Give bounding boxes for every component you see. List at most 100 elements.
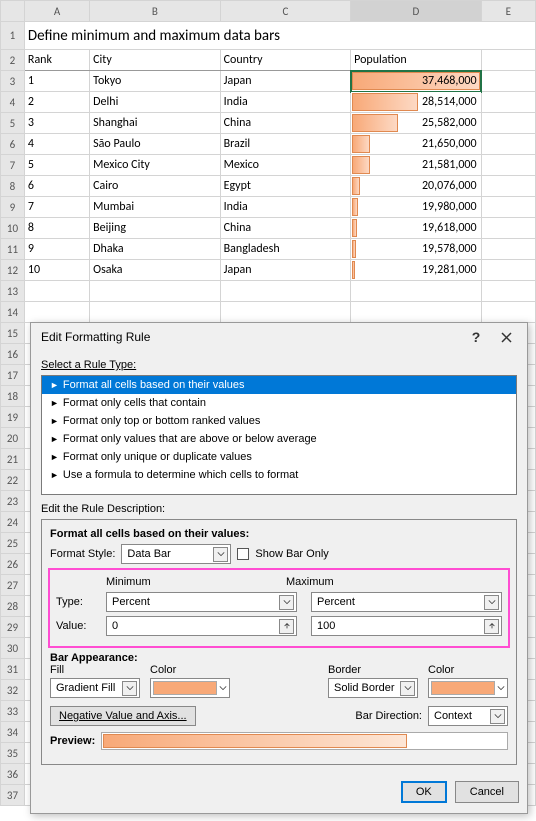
column-header[interactable]: D: [351, 1, 481, 22]
cell-population[interactable]: 25,582,000: [351, 113, 481, 134]
row-header[interactable]: 9: [1, 197, 25, 218]
cell-city[interactable]: Cairo: [90, 176, 220, 197]
header-rank[interactable]: Rank: [24, 50, 89, 71]
cell-country[interactable]: Bangladesh: [220, 239, 350, 260]
row-header[interactable]: 23: [1, 491, 25, 512]
cell-population[interactable]: 19,618,000: [351, 218, 481, 239]
ok-button[interactable]: OK: [401, 781, 447, 803]
row-header[interactable]: 24: [1, 512, 25, 533]
close-button[interactable]: [491, 325, 521, 349]
rule-type-list[interactable]: ►Format all cells based on their values►…: [41, 375, 517, 495]
header-population[interactable]: Population: [351, 50, 481, 71]
header-city[interactable]: City: [90, 50, 220, 71]
cell-rank[interactable]: 9: [24, 239, 89, 260]
cell-rank[interactable]: 3: [24, 113, 89, 134]
cell-rank[interactable]: 7: [24, 197, 89, 218]
minimum-type-dropdown[interactable]: Percent: [106, 592, 297, 612]
row-header[interactable]: 1: [1, 22, 25, 50]
cell-population[interactable]: 37,468,000: [351, 71, 481, 92]
rule-type-item[interactable]: ►Use a formula to determine which cells …: [42, 466, 516, 484]
cell-city[interactable]: Beijing: [90, 218, 220, 239]
range-selector-icon[interactable]: [484, 619, 499, 634]
row-header[interactable]: 28: [1, 596, 25, 617]
row-header[interactable]: 36: [1, 764, 25, 785]
row-header[interactable]: 17: [1, 365, 25, 386]
row-header[interactable]: 11: [1, 239, 25, 260]
sheet-title[interactable]: Define minimum and maximum data bars: [24, 22, 535, 50]
fill-color-picker[interactable]: [150, 678, 230, 698]
row-header[interactable]: 32: [1, 680, 25, 701]
negative-value-axis-button[interactable]: Negative Value and Axis...: [50, 706, 196, 726]
rule-type-item[interactable]: ►Format all cells based on their values: [42, 376, 516, 394]
cell[interactable]: [220, 281, 350, 302]
row-header[interactable]: 35: [1, 743, 25, 764]
cell[interactable]: [351, 281, 481, 302]
cell-population[interactable]: 21,650,000: [351, 134, 481, 155]
column-header[interactable]: E: [481, 1, 535, 22]
cell[interactable]: [481, 239, 535, 260]
cell[interactable]: [481, 197, 535, 218]
cell-country[interactable]: Mexico: [220, 155, 350, 176]
border-color-picker[interactable]: [428, 678, 508, 698]
cell[interactable]: [481, 281, 535, 302]
row-header[interactable]: 12: [1, 260, 25, 281]
cell[interactable]: [90, 281, 220, 302]
cell-population[interactable]: 19,578,000: [351, 239, 481, 260]
cell-rank[interactable]: 4: [24, 134, 89, 155]
cell-population[interactable]: 21,581,000: [351, 155, 481, 176]
row-header[interactable]: 26: [1, 554, 25, 575]
row-header[interactable]: 19: [1, 407, 25, 428]
cell[interactable]: [481, 302, 535, 323]
cell[interactable]: [351, 302, 481, 323]
row-header[interactable]: 31: [1, 659, 25, 680]
row-header[interactable]: 33: [1, 701, 25, 722]
cell[interactable]: [24, 281, 89, 302]
cell-city[interactable]: Osaka: [90, 260, 220, 281]
select-all-corner[interactable]: [1, 1, 25, 22]
cell[interactable]: [481, 218, 535, 239]
cell-city[interactable]: Delhi: [90, 92, 220, 113]
range-selector-icon[interactable]: [279, 619, 294, 634]
maximum-value-input[interactable]: 100: [311, 616, 502, 636]
row-header[interactable]: 6: [1, 134, 25, 155]
cell-country[interactable]: India: [220, 92, 350, 113]
show-bar-only-checkbox[interactable]: [237, 548, 249, 560]
cell-population[interactable]: 19,281,000: [351, 260, 481, 281]
rule-type-item[interactable]: ►Format only unique or duplicate values: [42, 448, 516, 466]
cell-city[interactable]: Dhaka: [90, 239, 220, 260]
cell-city[interactable]: São Paulo: [90, 134, 220, 155]
cell-country[interactable]: Egypt: [220, 176, 350, 197]
maximum-type-dropdown[interactable]: Percent: [311, 592, 502, 612]
cell[interactable]: [481, 155, 535, 176]
cell[interactable]: [481, 260, 535, 281]
border-dropdown[interactable]: Solid Border: [328, 678, 418, 698]
cell-population[interactable]: 19,980,000: [351, 197, 481, 218]
header-country[interactable]: Country: [220, 50, 350, 71]
row-header[interactable]: 21: [1, 449, 25, 470]
row-header[interactable]: 22: [1, 470, 25, 491]
cell[interactable]: [481, 176, 535, 197]
bar-direction-dropdown[interactable]: Context: [428, 706, 508, 726]
cell-country[interactable]: China: [220, 113, 350, 134]
cell-city[interactable]: Mumbai: [90, 197, 220, 218]
cancel-button[interactable]: Cancel: [455, 781, 519, 803]
cell-rank[interactable]: 1: [24, 71, 89, 92]
cell-rank[interactable]: 6: [24, 176, 89, 197]
rule-type-item[interactable]: ►Format only cells that contain: [42, 394, 516, 412]
rule-type-item[interactable]: ►Format only top or bottom ranked values: [42, 412, 516, 430]
fill-dropdown[interactable]: Gradient Fill: [50, 678, 140, 698]
row-header[interactable]: 7: [1, 155, 25, 176]
cell-city[interactable]: Mexico City: [90, 155, 220, 176]
column-header[interactable]: C: [220, 1, 350, 22]
cell[interactable]: [481, 92, 535, 113]
cell-city[interactable]: Tokyo: [90, 71, 220, 92]
row-header[interactable]: 10: [1, 218, 25, 239]
row-header[interactable]: 25: [1, 533, 25, 554]
help-button[interactable]: ?: [461, 325, 491, 349]
column-header[interactable]: A: [24, 1, 89, 22]
cell-rank[interactable]: 2: [24, 92, 89, 113]
minimum-value-input[interactable]: 0: [106, 616, 297, 636]
row-header[interactable]: 18: [1, 386, 25, 407]
row-header[interactable]: 15: [1, 323, 25, 344]
row-header[interactable]: 3: [1, 71, 25, 92]
